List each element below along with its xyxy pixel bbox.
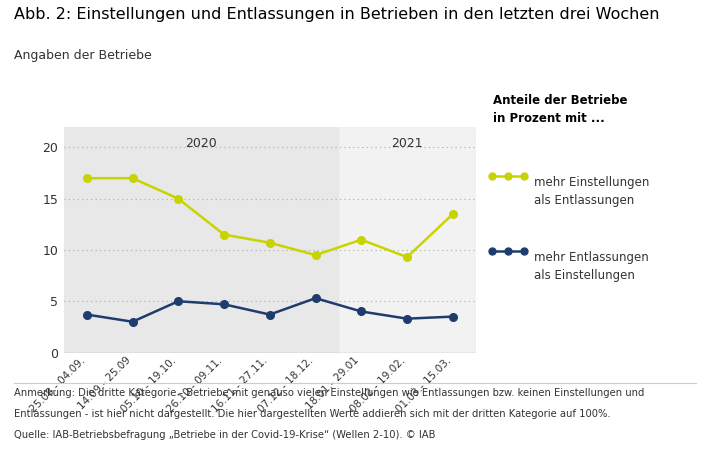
- Text: Anteile der Betriebe
in Prozent mit ...: Anteile der Betriebe in Prozent mit ...: [493, 94, 628, 125]
- Text: 2020: 2020: [185, 137, 217, 150]
- Bar: [64, 127, 339, 352]
- Bar: [339, 127, 476, 352]
- Text: Angaben der Betriebe: Angaben der Betriebe: [14, 49, 152, 63]
- Text: 2021: 2021: [391, 137, 423, 150]
- Text: Abb. 2: Einstellungen und Entlassungen in Betrieben in den letzten drei Wochen: Abb. 2: Einstellungen und Entlassungen i…: [14, 7, 660, 22]
- Text: Anmerkung: Die dritte Kategorie - Betriebe mit genauso vielen Einstellungen wie : Anmerkung: Die dritte Kategorie - Betrie…: [14, 388, 645, 398]
- Text: Quelle: IAB-Betriebsbefragung „Betriebe in der Covid-19-Krise“ (Wellen 2-10). © : Quelle: IAB-Betriebsbefragung „Betriebe …: [14, 430, 436, 440]
- Text: Entlassungen - ist hier nicht dargestellt. Die hier dargestellten Werte addieren: Entlassungen - ist hier nicht dargestell…: [14, 409, 611, 419]
- Text: mehr Einstellungen
als Entlassungen: mehr Einstellungen als Entlassungen: [534, 176, 649, 207]
- Text: mehr Entlassungen
als Einstellungen: mehr Entlassungen als Einstellungen: [534, 251, 649, 282]
